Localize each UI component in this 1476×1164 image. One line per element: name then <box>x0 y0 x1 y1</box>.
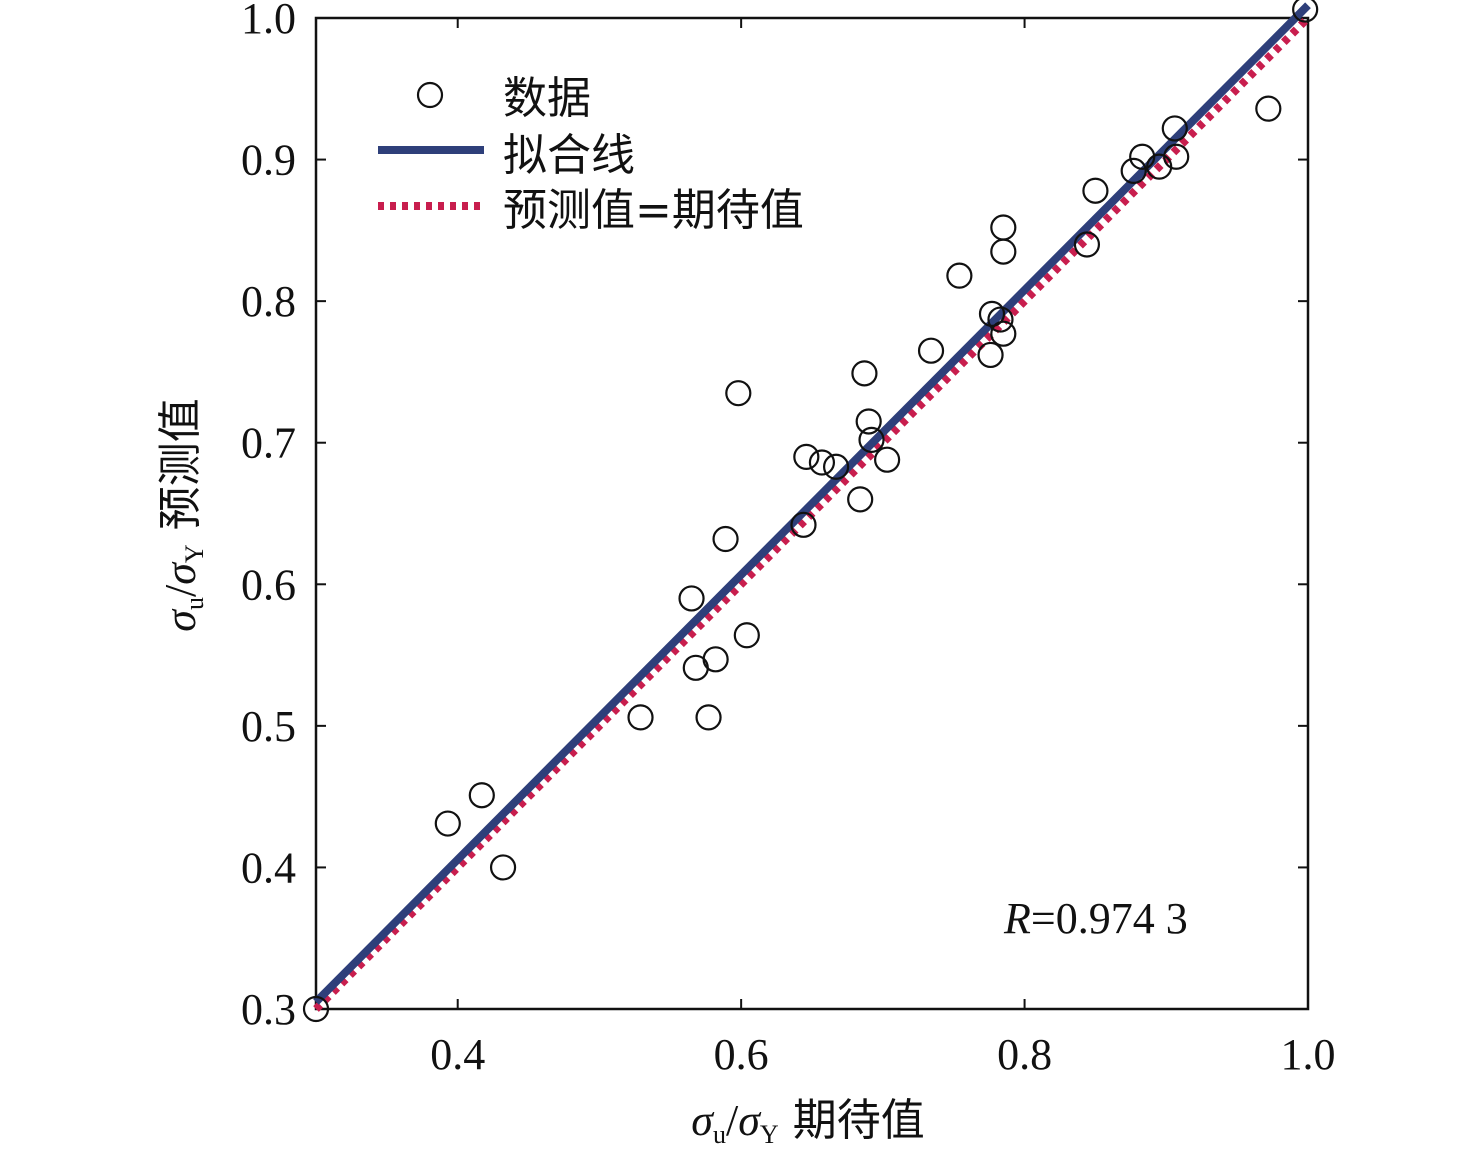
data-point <box>874 446 901 473</box>
legend: 数据 拟合线 预测值=期待值 <box>378 73 804 236</box>
y-tick-label: 0.5 <box>241 702 296 751</box>
x-label-text: 期待值 <box>779 1095 925 1146</box>
y-label-symbol-1: σ <box>156 608 205 632</box>
data-point <box>725 380 752 407</box>
data-point <box>946 262 973 289</box>
y-tick-label: 0.8 <box>241 277 296 326</box>
points-group <box>302 0 1319 1023</box>
y-label-symbol-2: σ <box>156 561 205 585</box>
x-label-symbol-2: σ <box>738 1096 762 1145</box>
y-label-sub-2: Y <box>180 544 209 563</box>
data-point <box>808 449 836 476</box>
data-point <box>987 306 1014 333</box>
series-line-fit <box>313 2 1311 1005</box>
data-point <box>1163 143 1190 170</box>
data-point <box>990 214 1017 241</box>
data-point <box>1161 115 1188 142</box>
r-value-annotation: R=0.974 3 <box>1003 894 1188 943</box>
x-tick-label: 0.8 <box>997 1030 1052 1079</box>
data-point <box>790 511 817 538</box>
data-point <box>302 995 330 1023</box>
lines-group <box>313 2 1311 1012</box>
data-point <box>702 646 729 673</box>
plot-frame-group <box>314 16 1310 1011</box>
data-point <box>917 337 945 364</box>
y-axis-label: σu/σY 预测值 <box>155 398 209 631</box>
data-point <box>847 486 874 513</box>
data-point <box>858 426 885 453</box>
data-point <box>695 704 722 731</box>
y-label-sub-1: u <box>180 597 209 610</box>
r-symbol: R <box>1003 894 1031 943</box>
x-label-sub-2: Y <box>760 1120 779 1149</box>
data-point <box>851 360 878 387</box>
data-point <box>1082 177 1109 204</box>
data-point <box>434 810 461 837</box>
data-point <box>977 341 1004 369</box>
y-label-text: 预测值 <box>155 398 206 544</box>
data-point <box>468 782 495 809</box>
y-label-slash: / <box>156 584 205 597</box>
data-point <box>627 704 654 731</box>
y-tick-label: 0.9 <box>241 136 296 185</box>
legend-label-fit-line: 拟合线 <box>503 130 635 181</box>
data-point <box>990 238 1017 265</box>
plot-frame <box>314 16 1310 1011</box>
legend-label-ideal-line: 预测值=期待值 <box>503 185 804 236</box>
data-point <box>489 854 517 881</box>
r-value: =0.974 3 <box>1031 894 1188 943</box>
data-point <box>1292 0 1319 23</box>
y-tick-label: 0.6 <box>241 560 296 609</box>
x-label-slash: / <box>726 1096 739 1145</box>
ticks-group: 0.4 0.6 0.8 1.0 0.3 0.4 0.5 0.6 0.7 0.8 0.9 1.0 <box>241 0 1336 1079</box>
data-point <box>855 408 882 435</box>
data-point <box>1129 143 1156 170</box>
data-point <box>978 300 1006 327</box>
y-tick-label: 0.4 <box>241 843 296 892</box>
x-tick-label: 1.0 <box>1281 1030 1336 1079</box>
x-tick-label: 0.4 <box>430 1030 485 1079</box>
legend-label-data: 数据 <box>503 73 591 124</box>
data-point <box>1120 157 1147 184</box>
y-tick-label: 1.0 <box>241 0 296 43</box>
y-tick-label: 0.7 <box>241 419 296 468</box>
data-point <box>990 320 1017 347</box>
y-tick-label: 0.3 <box>241 985 296 1034</box>
data-point <box>1073 231 1101 258</box>
data-point <box>793 443 820 470</box>
x-label-symbol-1: σ <box>691 1096 715 1145</box>
x-axis-label: σu/σY 期待值 <box>691 1095 924 1149</box>
legend-marker-data <box>416 81 444 109</box>
data-point <box>822 453 850 480</box>
series-line-ideal <box>313 15 1311 1012</box>
x-label-sub-1: u <box>713 1120 726 1149</box>
data-point <box>733 622 760 649</box>
data-point <box>678 585 705 612</box>
x-tick-label: 0.6 <box>714 1030 769 1079</box>
data-point <box>712 525 739 553</box>
data-point <box>1255 95 1282 122</box>
